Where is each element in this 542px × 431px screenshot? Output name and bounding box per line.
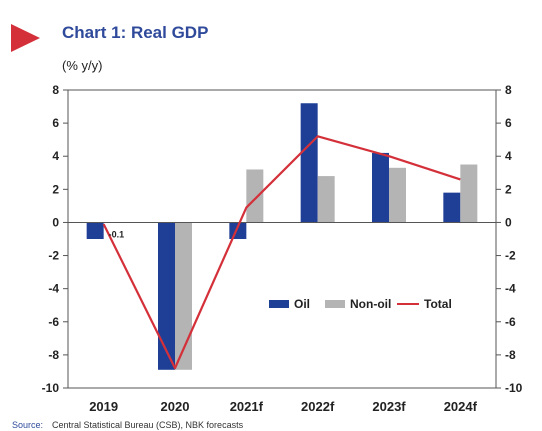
legend-swatch-non-oil: [325, 300, 345, 308]
bar-non-oil-2020: [175, 222, 192, 370]
bar-non-oil-2021f: [246, 169, 264, 223]
ytick-right-label: -10: [505, 381, 523, 395]
bar-oil-2024f: [443, 192, 461, 223]
bar-non-oil-2023f: [389, 167, 406, 223]
source-text: Central Statistical Bureau (CSB), NBK fo…: [52, 420, 244, 430]
ytick-right-label: 0: [505, 215, 512, 229]
ytick-left-label: -8: [48, 348, 59, 362]
ytick-right-label: 4: [505, 149, 512, 163]
ytick-right-label: 2: [505, 182, 512, 196]
bar-oil-2022f: [300, 103, 318, 223]
xtick-label-2021f: 2021f: [230, 399, 264, 414]
ytick-right-label: 6: [505, 116, 512, 130]
ytick-right-label: -2: [505, 249, 516, 263]
ytick-left-label: -2: [48, 249, 59, 263]
xtick-label-2020: 2020: [161, 399, 190, 414]
bar-non-oil-2024f: [460, 164, 478, 223]
bar-oil-2020: [158, 222, 175, 370]
source-label: Source:: [12, 420, 43, 430]
ytick-left-label: -10: [42, 381, 60, 395]
ytick-right-label: 8: [505, 83, 512, 97]
plot-area: [67, 89, 497, 389]
legend-label-total: Total: [424, 297, 452, 311]
bar-oil-2019: [86, 222, 104, 239]
ytick-right-label: -4: [505, 282, 516, 296]
ytick-right-label: -6: [505, 315, 516, 329]
ytick-left-label: 8: [52, 83, 59, 97]
ytick-left-label: -6: [48, 315, 59, 329]
ytick-right-label: -8: [505, 348, 516, 362]
ytick-left-label: -4: [48, 282, 59, 296]
ytick-left-label: 4: [52, 149, 59, 163]
xtick-label-2023f: 2023f: [372, 399, 406, 414]
legend-swatch-oil: [269, 300, 289, 308]
bar-non-oil-2022f: [317, 176, 335, 223]
annotation-2019: -0.1: [109, 229, 125, 239]
title-marker-icon: [11, 24, 40, 52]
ytick-left-label: 6: [52, 116, 59, 130]
legend-label-non-oil: Non-oil: [350, 297, 391, 311]
chart-title: Chart 1: Real GDP: [62, 23, 208, 42]
ytick-left-label: 0: [52, 215, 59, 229]
legend: Oil Non-oil Total: [269, 297, 452, 311]
line-total: [102, 135, 461, 370]
xtick-label-2019: 2019: [89, 399, 118, 414]
unit-label: (% y/y): [62, 58, 102, 73]
ytick-left-label: 2: [52, 182, 59, 196]
xtick-label-2022f: 2022f: [301, 399, 335, 414]
bar-oil-2023f: [372, 152, 389, 223]
legend-label-oil: Oil: [294, 297, 310, 311]
xtick-label-2024f: 2024f: [444, 399, 478, 414]
